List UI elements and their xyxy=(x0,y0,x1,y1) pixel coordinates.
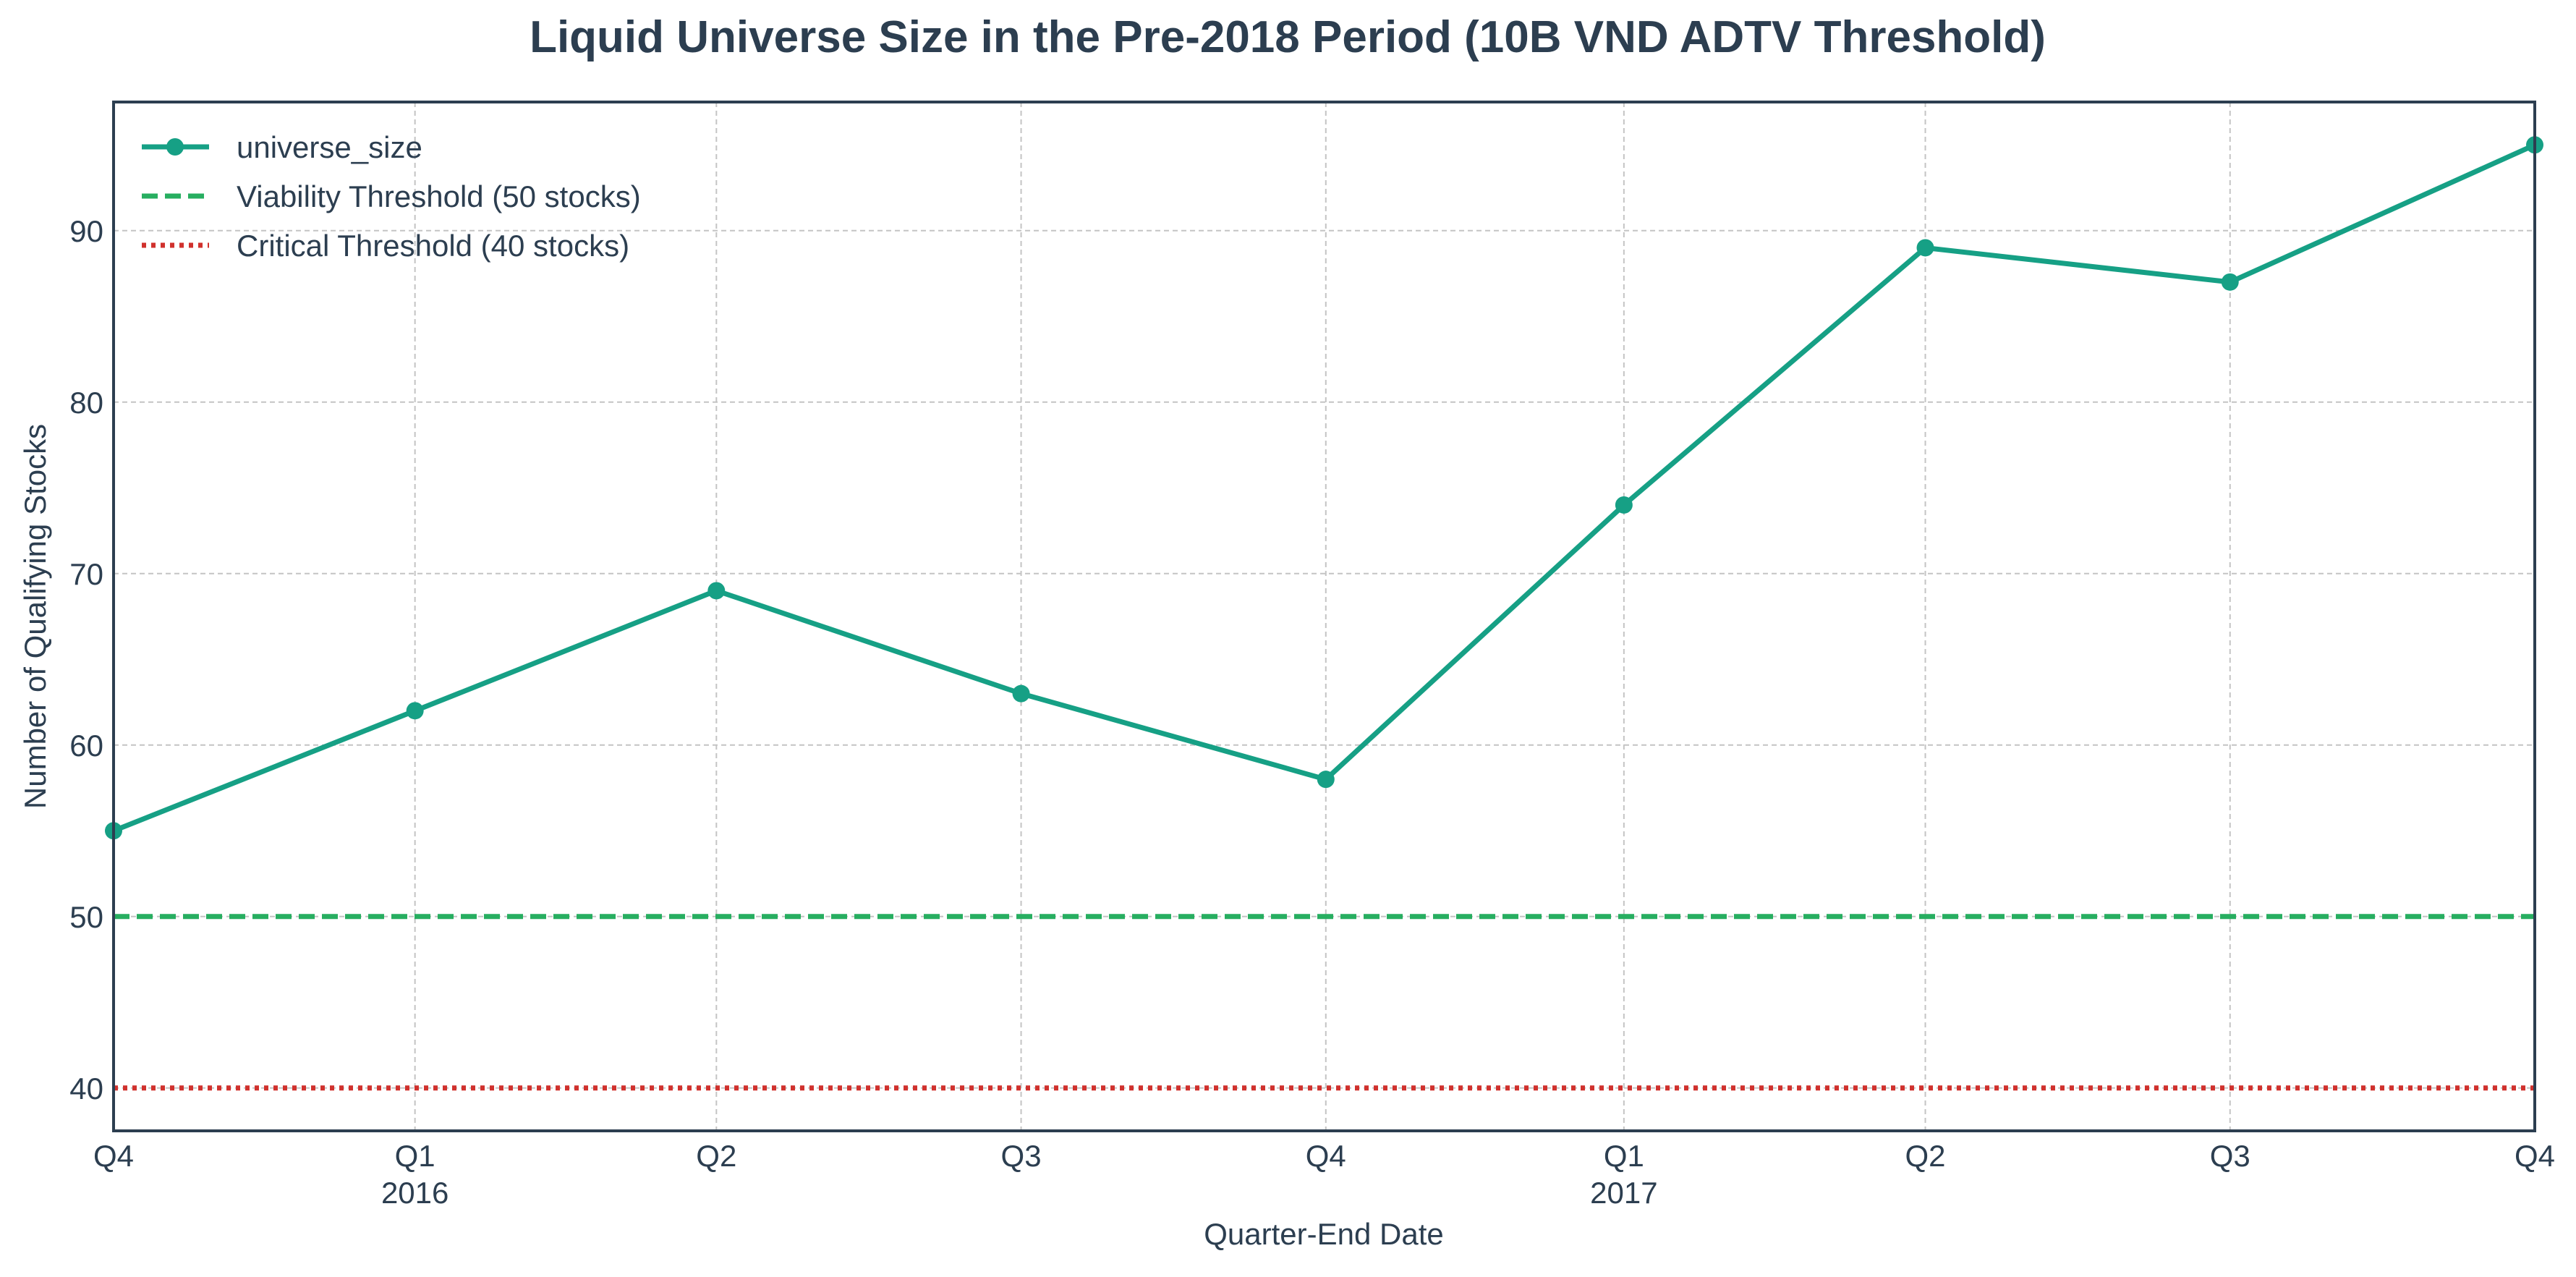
legend-entry: Critical Threshold (40 stocks) xyxy=(142,229,629,263)
y-tick-label: 90 xyxy=(69,214,103,248)
x-year-label: 2016 xyxy=(381,1176,449,1210)
data-point xyxy=(1317,771,1335,789)
data-point xyxy=(2221,273,2239,291)
y-tick-label: 40 xyxy=(69,1072,103,1106)
y-tick-label: 60 xyxy=(69,729,103,763)
data-point xyxy=(1615,496,1633,514)
legend: universe_size Viability Threshold (50 sto… xyxy=(142,130,641,263)
x-tick-label: Q1 xyxy=(1604,1139,1644,1173)
reference-lines xyxy=(114,914,2535,1091)
y-tick-label: 50 xyxy=(69,900,103,934)
chart-title: Liquid Universe Size in the Pre-2018 Per… xyxy=(530,12,2046,62)
x-tick-label: Q2 xyxy=(696,1139,736,1173)
y-tick-label: 70 xyxy=(69,557,103,591)
data-point xyxy=(707,582,726,600)
x-axis-label: Quarter-End Date xyxy=(1204,1217,1444,1251)
legend-entry: universe_size xyxy=(142,130,422,164)
legend-entry: Viability Threshold (50 stocks) xyxy=(142,179,641,213)
legend-label: universe_size xyxy=(237,130,422,164)
x-tick-label: Q4 xyxy=(93,1139,134,1173)
legend-marker xyxy=(166,138,184,156)
y-axis-label: Number of Qualifying Stocks xyxy=(18,424,52,809)
data-point xyxy=(406,702,424,720)
y-axis-ticks: 40 50 60 70 80 90 xyxy=(69,214,103,1106)
x-tick-label: Q2 xyxy=(1905,1139,1946,1173)
x-year-label: 2017 xyxy=(1590,1176,1657,1210)
legend-label: Critical Threshold (40 stocks) xyxy=(237,229,629,263)
x-tick-label: Q4 xyxy=(2515,1139,2555,1173)
data-point xyxy=(1012,684,1030,703)
series-universe_size xyxy=(105,136,2543,840)
x-tick-label: Q4 xyxy=(1306,1139,1346,1173)
y-tick-label: 80 xyxy=(69,386,103,420)
x-tick-label: Q3 xyxy=(2210,1139,2250,1173)
series-layer xyxy=(105,136,2543,840)
data-point xyxy=(1916,239,1934,257)
legend-label: Viability Threshold (50 stocks) xyxy=(237,179,641,213)
plot-area-frame xyxy=(112,101,2536,1132)
x-tick-label: Q1 xyxy=(395,1139,435,1173)
x-tick-label: Q3 xyxy=(1001,1139,1042,1173)
